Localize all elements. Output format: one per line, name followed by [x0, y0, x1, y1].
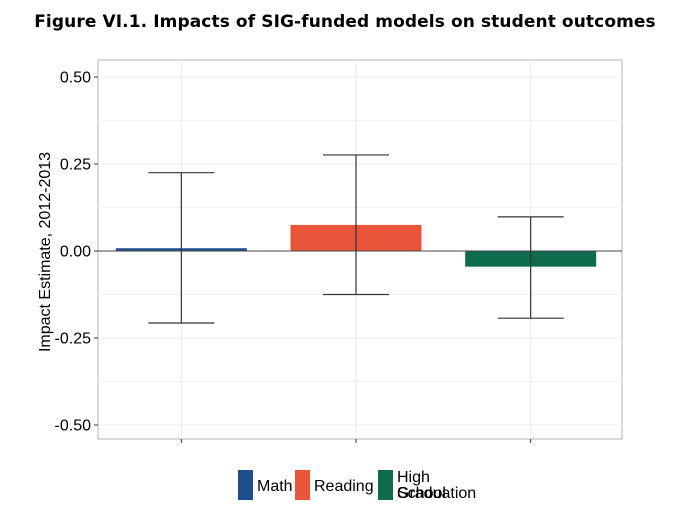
legend-label-graduation-line2: Graduation: [397, 485, 477, 502]
y-tick-label: -0.25: [55, 331, 92, 348]
legend-label-graduation-line1: High School: [397, 469, 446, 502]
legend-swatch-reading: [295, 470, 310, 500]
x-axis-ticks: [180, 439, 532, 443]
error-bars: [148, 154, 564, 324]
legend-swatch-math: [238, 470, 253, 500]
legend-label-math: Math: [257, 478, 293, 495]
y-tick-label: 0.50: [60, 70, 91, 87]
y-axis-ticks: 0.50 0.25 0.00 -0.25 -0.50: [55, 70, 98, 435]
y-tick-label: 0.25: [60, 157, 91, 174]
legend-swatch-graduation: [378, 470, 393, 500]
legend-label-reading: Reading: [314, 478, 374, 495]
y-tick-label: 0.00: [60, 244, 91, 261]
y-tick-label: -0.50: [55, 418, 92, 435]
chart-title: Figure VI.1. Impacts of SIG-funded model…: [34, 12, 656, 32]
